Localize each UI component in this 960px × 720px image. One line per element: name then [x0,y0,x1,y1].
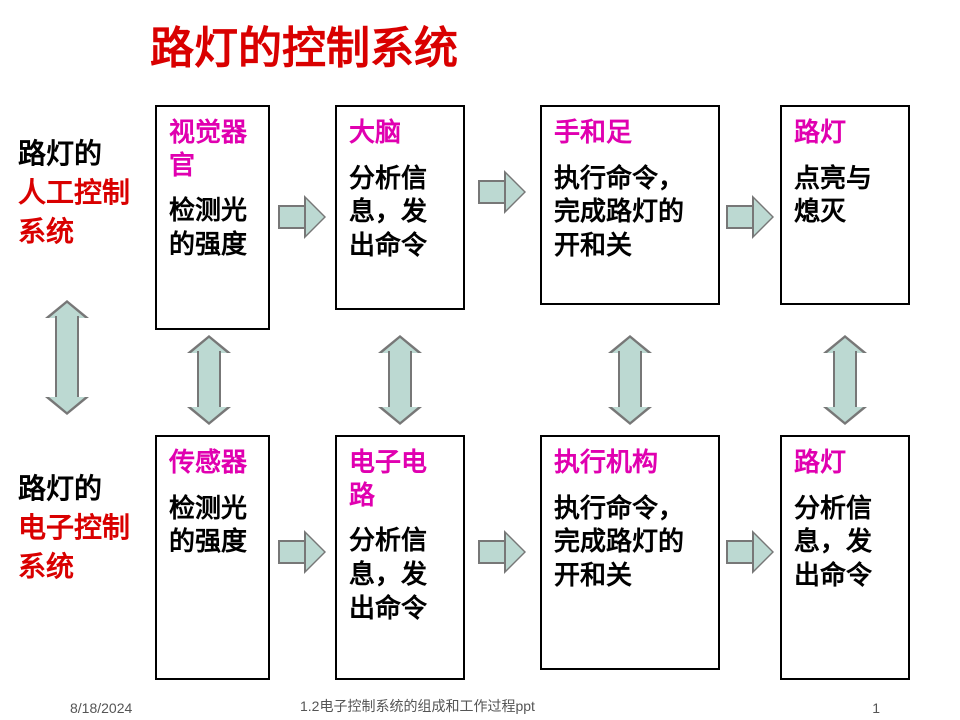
box-head: 路灯 [782,107,908,156]
footer-center: 1.2电子控制系统的组成和工作过程ppt [300,696,535,716]
footer-page: 1 [872,700,880,716]
box-body: 分析信息，发出命令 [337,156,463,275]
row2-label-accent: 电子控制系统 [18,513,130,583]
row1-label-prefix: 路灯的 [18,139,102,170]
row1-box-lamp: 路灯 点亮与熄灭 [780,105,910,305]
box-head: 大脑 [337,107,463,156]
box-head: 执行机构 [542,437,718,486]
box-head: 视觉器官 [157,107,268,188]
row1-label-accent: 人工控制系统 [18,178,130,248]
row2-label: 路灯的 电子控制系统 [18,470,138,588]
row2-box-lamp: 路灯 分析信息，发出命令 [780,435,910,680]
box-body: 点亮与熄灭 [782,156,908,242]
row2-label-prefix: 路灯的 [18,474,102,505]
row2-box-circuit: 电子电路 分析信息，发出命令 [335,435,465,680]
slide: 路灯的控制系统 路灯的 人工控制系统 路灯的 电子控制系统 视觉器官 检测光的强… [0,0,960,720]
row1-box-brain: 大脑 分析信息，发出命令 [335,105,465,310]
box-head: 手和足 [542,107,718,156]
box-body: 检测光的强度 [157,188,268,274]
box-body: 执行命令，完成路灯的开和关 [542,156,718,275]
box-head: 电子电路 [337,437,463,518]
row2-box-sensor: 传感器 检测光的强度 [155,435,270,680]
box-body: 检测光的强度 [157,486,268,572]
box-body: 执行命令，完成路灯的开和关 [542,486,718,605]
main-title: 路灯的控制系统 [150,12,458,76]
box-head: 路灯 [782,437,908,486]
box-head: 传感器 [157,437,268,486]
footer-date: 8/18/2024 [70,700,132,716]
row1-label: 路灯的 人工控制系统 [18,135,138,253]
row2-box-actuator: 执行机构 执行命令，完成路灯的开和关 [540,435,720,670]
box-body: 分析信息，发出命令 [782,486,908,605]
row1-box-vision: 视觉器官 检测光的强度 [155,105,270,330]
box-body: 分析信息，发出命令 [337,518,463,637]
row1-box-hands: 手和足 执行命令，完成路灯的开和关 [540,105,720,305]
